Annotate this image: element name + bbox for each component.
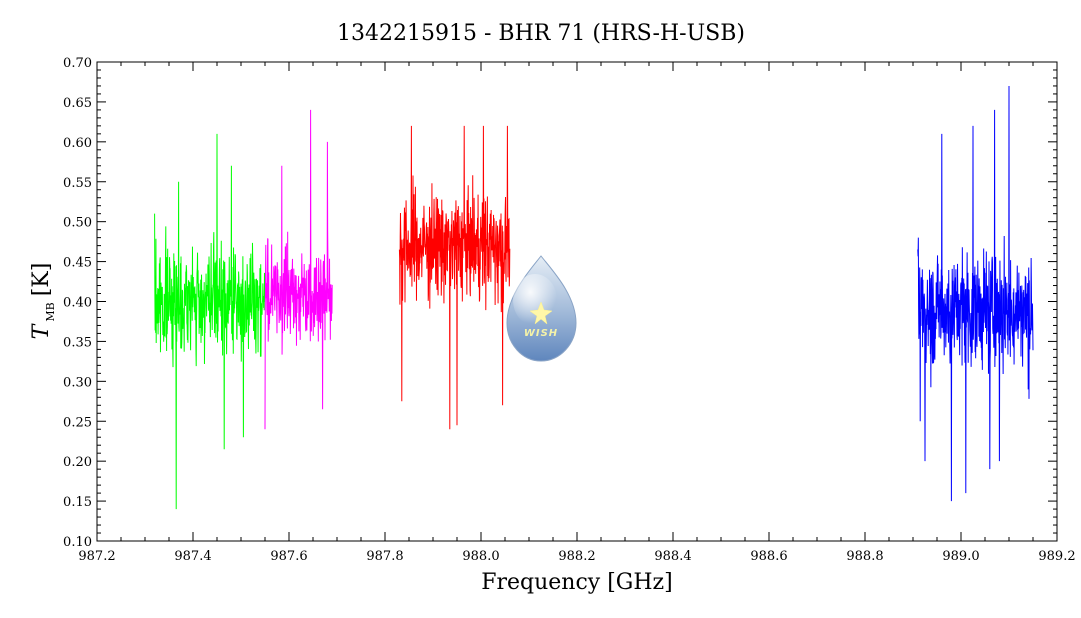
- x-tick-label: 987.6: [270, 549, 307, 564]
- x-tick-label: 988.6: [750, 549, 787, 564]
- y-tick-label: 0.30: [63, 375, 92, 390]
- y-tick-label: 0.70: [63, 56, 92, 71]
- y-tick-label: 0.10: [63, 535, 92, 550]
- wish-logo: WISH: [506, 255, 577, 362]
- svg-text:TMB[K]: TMB [K]: [29, 263, 57, 340]
- x-tick-label: 989.0: [942, 549, 979, 564]
- plot-series: [154, 85, 1034, 510]
- x-tick-label: 988.0: [462, 549, 499, 564]
- y-tick-label: 0.60: [63, 136, 92, 151]
- series-line-2: [264, 109, 333, 430]
- x-tick-label: 987.2: [78, 549, 115, 564]
- x-axis: 987.2 987.4 987.6 987.8 988.0 988.2 988.4 988.6…: [78, 62, 1076, 564]
- series-line-1: [154, 133, 266, 510]
- y-axis-label-sub: MB: [44, 302, 57, 321]
- wish-logo-text: WISH: [524, 328, 558, 339]
- y-axis-label: TMB [K]: [29, 263, 57, 340]
- y-axis-label-unit: [K]: [29, 263, 54, 297]
- x-tick-label: 987.8: [366, 549, 403, 564]
- x-tick-label: 988.4: [654, 549, 691, 564]
- x-axis-label: Frequency [GHz]: [481, 570, 673, 595]
- y-axis: 0.10 0.15 0.20 0.25 0.30 0.35 0.40 0.45 0.50 0.55…: [63, 56, 1057, 550]
- y-tick-label: 0.50: [63, 216, 92, 231]
- series-line-3: [398, 125, 511, 430]
- star-icon: [529, 301, 553, 325]
- y-tick-label: 0.15: [63, 495, 92, 510]
- x-tick-label: 988.8: [846, 549, 883, 564]
- y-tick-label: 0.45: [63, 256, 92, 271]
- chart-title: 1342215915 - BHR 71 (HRS-H-USB): [337, 21, 745, 46]
- x-tick-label: 989.2: [1038, 549, 1075, 564]
- y-tick-label: 0.40: [63, 296, 92, 311]
- series-line-4: [917, 85, 1034, 502]
- y-tick-label: 0.35: [63, 335, 92, 350]
- x-tick-label: 988.2: [558, 549, 595, 564]
- y-tick-label: 0.25: [63, 415, 92, 430]
- y-tick-label: 0.20: [63, 455, 92, 470]
- y-tick-label: 0.65: [63, 96, 92, 111]
- y-tick-label: 0.55: [63, 176, 92, 191]
- y-axis-label-main: T: [29, 322, 54, 339]
- x-tick-label: 987.4: [174, 549, 211, 564]
